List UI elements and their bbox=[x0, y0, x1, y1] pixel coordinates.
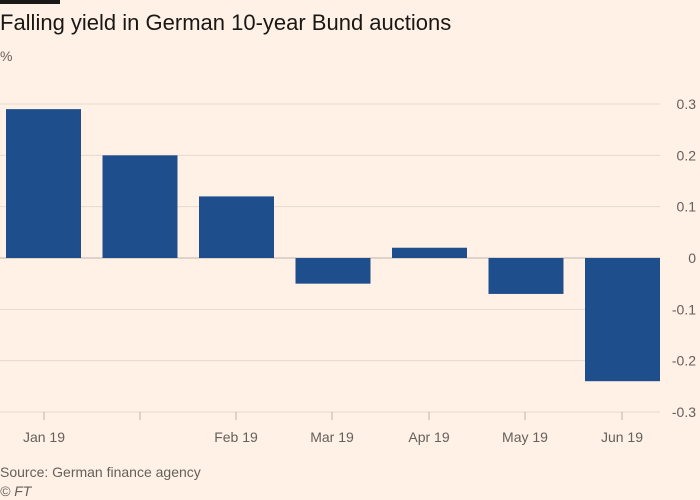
source-note: Source: German finance agency bbox=[0, 464, 201, 480]
bar bbox=[102, 155, 178, 258]
bar bbox=[585, 258, 660, 382]
x-tick-label: Apr 19 bbox=[408, 429, 449, 445]
x-axis-ticks: Jan 19 Feb 19 Mar 19 Apr 19 May 19 Jun 19 bbox=[23, 412, 643, 445]
x-tick-label: Mar 19 bbox=[310, 429, 354, 445]
y-axis-ticks: 0.3 0.2 0.1 0 -0.1 -0.2 -0.3 bbox=[672, 96, 696, 420]
bar bbox=[392, 247, 467, 258]
y-tick-label: 0 bbox=[688, 250, 696, 266]
y-tick-label: 0.1 bbox=[677, 199, 697, 215]
bar bbox=[199, 196, 274, 258]
y-unit-label: % bbox=[0, 48, 13, 64]
bar-chart: 0.3 0.2 0.1 0 -0.1 -0.2 -0.3 Jan 19 Feb 19 Mar 1… bbox=[0, 96, 696, 445]
x-tick-label: Jun 19 bbox=[601, 429, 643, 445]
y-tick-label: 0.2 bbox=[677, 147, 697, 163]
x-tick-label: Jan 19 bbox=[23, 429, 65, 445]
bar bbox=[295, 258, 371, 284]
ft-credit: © FT bbox=[0, 483, 32, 499]
y-tick-label: -0.1 bbox=[672, 301, 696, 317]
y-tick-label: -0.3 bbox=[672, 404, 696, 420]
x-tick-label: Feb 19 bbox=[214, 429, 258, 445]
y-tick-label: -0.2 bbox=[672, 353, 696, 369]
x-tick-label: May 19 bbox=[502, 429, 548, 445]
chart-title: Falling yield in German 10-year Bund auc… bbox=[0, 10, 452, 35]
bar bbox=[6, 109, 81, 258]
bar bbox=[488, 258, 564, 294]
y-tick-label: 0.3 bbox=[677, 96, 697, 112]
brand-bar bbox=[0, 0, 60, 4]
bars bbox=[6, 109, 660, 382]
